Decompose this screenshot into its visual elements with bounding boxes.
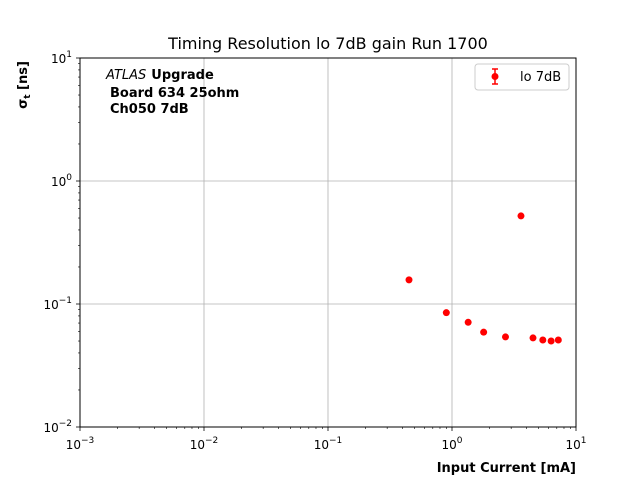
x-axis-label: Input Current [mA] [437,461,576,476]
annotation-line-3: Ch050 7dB [110,102,189,117]
legend-marker [491,73,499,80]
plot-frame [79,57,577,428]
y-tick-label: 10−2 [43,419,72,435]
upgrade-label: Upgrade [151,68,214,83]
data-point [547,337,555,345]
y-axis-label: σt [ns] [16,61,33,109]
x-tick-label: 10−1 [314,436,343,452]
data-point [529,334,537,342]
data-point [480,328,488,336]
chart-title: Timing Resolution lo 7dB gain Run 1700 [167,34,488,53]
data-point [517,212,525,220]
annotation-line-2: Board 634 25ohm [110,86,239,101]
data-point [554,336,562,344]
atlas-annotation: ATLAS Upgrade Board 634 25ohm Ch050 7dB [105,68,239,117]
data-point [442,309,450,317]
data-point [501,333,509,341]
x-tick-label: 10−3 [66,436,95,452]
y-tick-label: 10−1 [43,296,72,312]
atlas-label: ATLAS [105,68,146,83]
x-tick-label: 101 [565,436,586,452]
legend: lo 7dB [474,63,570,91]
data-point [539,336,547,344]
data-point [464,318,472,326]
y-tick-label: 100 [51,173,72,189]
x-tick-label: 10−2 [190,436,219,452]
data-points [405,212,562,345]
x-tick-label: 100 [441,436,462,452]
legend-box [474,63,570,91]
legend-entry-label: lo 7dB [520,70,561,85]
data-point [405,276,413,284]
annotation-line-1: ATLAS Upgrade [105,68,214,83]
y-tick-label: 101 [51,50,72,66]
